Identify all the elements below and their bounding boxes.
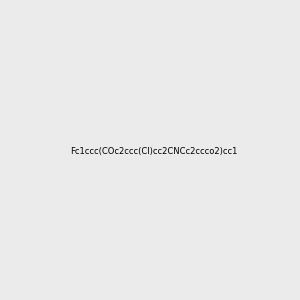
Text: Fc1ccc(COc2ccc(Cl)cc2CNCc2ccco2)cc1: Fc1ccc(COc2ccc(Cl)cc2CNCc2ccco2)cc1 <box>70 147 237 156</box>
